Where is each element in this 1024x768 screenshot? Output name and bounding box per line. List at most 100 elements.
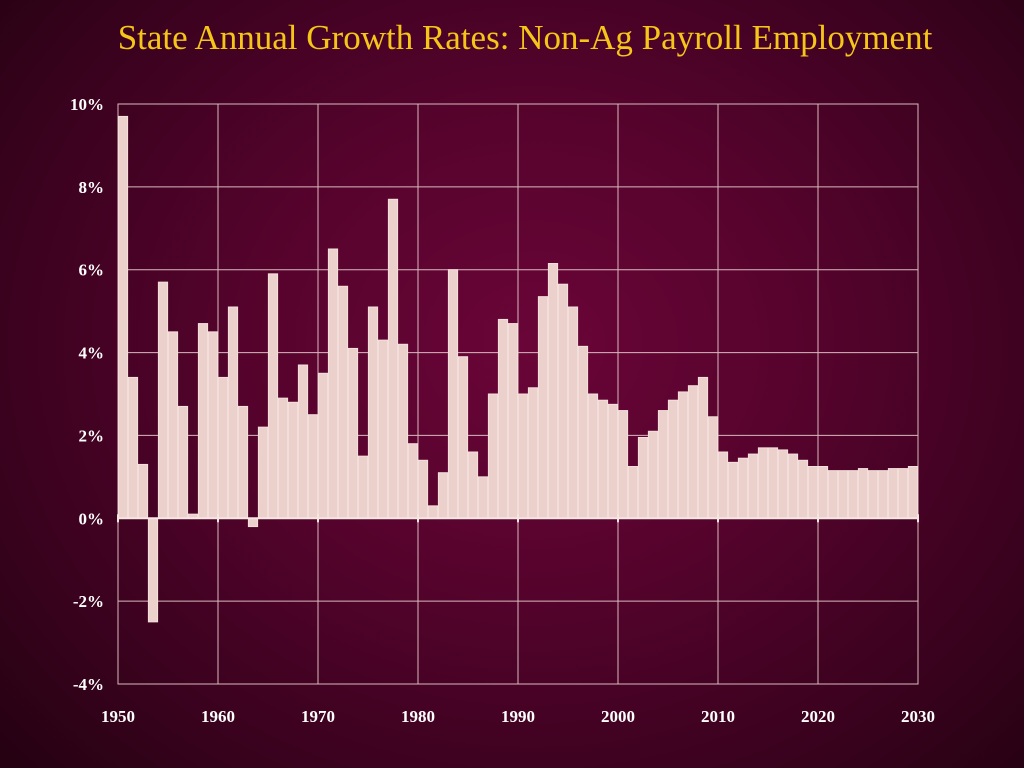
- bar-1968: [287, 401, 299, 519]
- bar-2025: [857, 468, 869, 519]
- y-tick-label: -2%: [73, 592, 104, 611]
- bar-1993: [537, 296, 549, 519]
- x-tick-label: 1970: [301, 707, 335, 726]
- bar-2009: [697, 376, 709, 519]
- bar-1965: [257, 426, 269, 519]
- bar-2024: [847, 470, 859, 519]
- bar-1954: [147, 517, 159, 623]
- bar-1959: [197, 323, 209, 519]
- axes: [117, 514, 919, 523]
- bar-1974: [347, 347, 359, 519]
- x-tick-label: 2020: [801, 707, 835, 726]
- bar-1979: [397, 343, 409, 519]
- bar-1985: [457, 356, 469, 519]
- bar-2016: [767, 447, 779, 519]
- bar-1953: [137, 463, 149, 519]
- bar-1960: [207, 331, 219, 519]
- bar-2000: [607, 403, 619, 519]
- bar-1997: [577, 345, 589, 519]
- x-tick-label: 2000: [601, 707, 635, 726]
- bar-1990: [507, 323, 519, 519]
- y-tick-label: 10%: [70, 95, 104, 114]
- bar-2026: [867, 470, 879, 519]
- bar-1967: [277, 397, 289, 519]
- bar-1996: [567, 306, 579, 519]
- bar-1969: [297, 364, 309, 519]
- y-tick-label: 4%: [79, 344, 105, 363]
- bar-1991: [517, 393, 529, 519]
- x-tick-label: 1990: [501, 707, 535, 726]
- bar-2010: [707, 416, 719, 519]
- bar-2002: [627, 466, 639, 519]
- bar-1976: [367, 306, 379, 519]
- bar-2030: [907, 466, 919, 519]
- bar-1962: [227, 306, 239, 519]
- bar-1988: [487, 393, 499, 519]
- bar-2017: [777, 449, 789, 519]
- bar-2028: [887, 468, 899, 519]
- bar-2006: [667, 399, 679, 519]
- bar-1999: [597, 399, 609, 519]
- y-tick-label: 6%: [79, 261, 105, 280]
- bar-2013: [737, 457, 749, 519]
- y-tick-label: 8%: [79, 178, 105, 197]
- bar-1978: [387, 198, 399, 519]
- bar-1966: [267, 273, 279, 519]
- bar-1992: [527, 387, 539, 519]
- bar-1995: [557, 283, 569, 519]
- x-tick-label: 2030: [901, 707, 935, 726]
- x-tick-label: 1950: [101, 707, 135, 726]
- bar-1977: [377, 339, 389, 519]
- bar-1982: [427, 505, 439, 519]
- bar-2018: [787, 453, 799, 519]
- bar-1971: [317, 372, 329, 519]
- bars: [117, 115, 919, 623]
- bar-2021: [817, 466, 829, 519]
- bar-2014: [747, 453, 759, 519]
- bar-2023: [837, 470, 849, 519]
- x-tick-labels: 1950 1960 1970 1980 1990 2000 2010 2020 2030: [101, 707, 935, 726]
- bar-2004: [647, 430, 659, 519]
- bar-1955: [157, 281, 169, 519]
- bar-2011: [717, 451, 729, 519]
- bar-2005: [657, 410, 669, 519]
- bar-1972: [327, 248, 339, 519]
- bar-1981: [417, 459, 429, 519]
- bar-2001: [617, 410, 629, 519]
- bar-2015: [757, 447, 769, 519]
- bar-2020: [807, 466, 819, 519]
- x-tick-label: 2010: [701, 707, 735, 726]
- bar-2022: [827, 470, 839, 519]
- bar-2003: [637, 437, 649, 519]
- y-tick-label: -4%: [73, 675, 104, 694]
- bar-2019: [797, 459, 809, 519]
- bar-1975: [357, 455, 369, 519]
- y-tick-label: 0%: [79, 509, 105, 528]
- bar-1983: [437, 472, 449, 519]
- bar-2008: [687, 385, 699, 519]
- bar-1989: [497, 318, 509, 519]
- bar-1952: [127, 376, 139, 519]
- bar-2029: [897, 468, 909, 519]
- bar-1973: [337, 285, 349, 519]
- bar-2012: [727, 461, 739, 519]
- y-tick-label: 2%: [79, 426, 105, 445]
- bar-1986: [467, 451, 479, 519]
- x-tick-label: 1980: [401, 707, 435, 726]
- bar-1984: [447, 269, 459, 519]
- bar-1963: [237, 405, 249, 519]
- bar-1998: [587, 393, 599, 519]
- x-tick-label: 1960: [201, 707, 235, 726]
- bar-1980: [407, 443, 419, 519]
- slide-title: State Annual Growth Rates: Non-Ag Payrol…: [117, 18, 933, 57]
- bar-1961: [217, 376, 229, 519]
- y-tick-labels: 10% 8% 6% 4% 2% 0% -2% -4%: [70, 95, 104, 694]
- bar-1956: [167, 331, 179, 519]
- bar-1994: [547, 263, 559, 519]
- bar-1987: [477, 476, 489, 519]
- bar-1970: [307, 414, 319, 519]
- bar-1964: [247, 517, 259, 528]
- bar-2027: [877, 470, 889, 519]
